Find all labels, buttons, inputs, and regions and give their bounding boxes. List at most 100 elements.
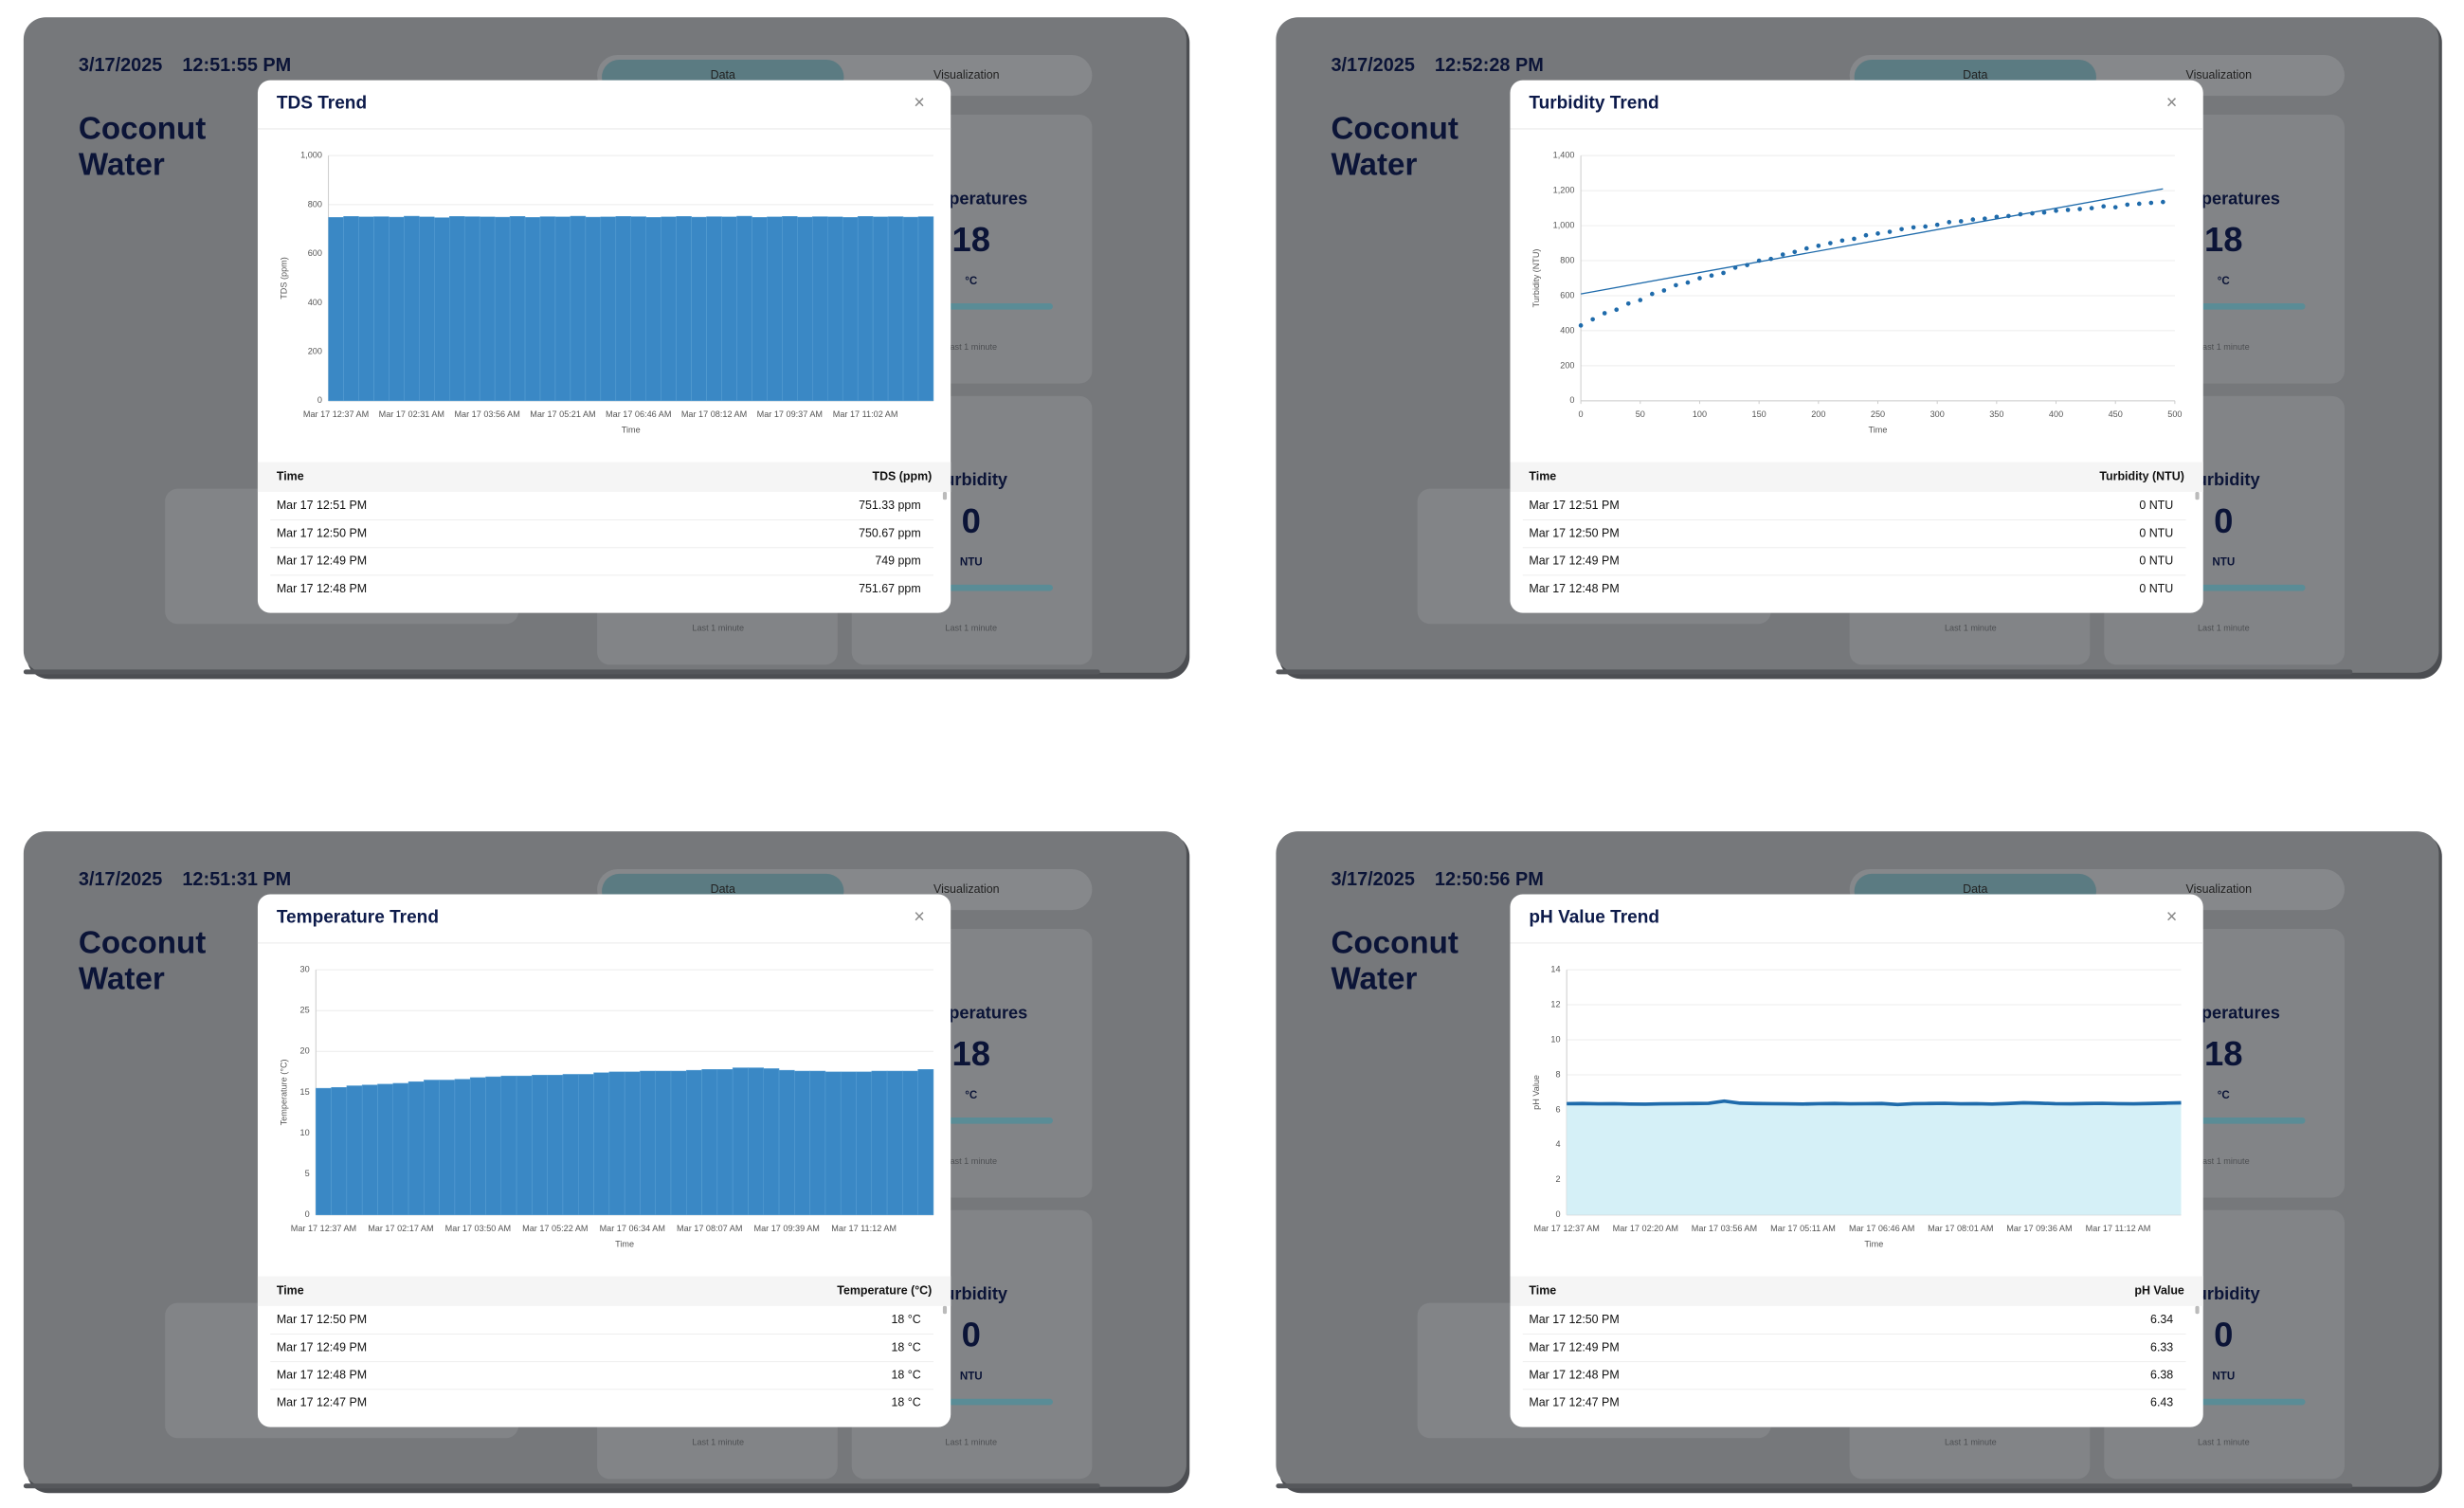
x-tick-label: Mar 17 05:11 AM	[1770, 1224, 1836, 1233]
data-point	[1578, 323, 1584, 328]
tab-visualization[interactable]: Visualization	[933, 882, 1000, 896]
column-header: Turbidity (NTU)	[2099, 470, 2183, 483]
cell-value: 18 °C	[891, 1340, 920, 1354]
x-tick-label: Mar 17 09:37 AM	[757, 409, 823, 419]
card-unit: °C	[2218, 275, 2231, 287]
product-name: Coconut	[1331, 925, 1458, 960]
x-tick-label: Mar 17 02:20 AM	[1613, 1224, 1678, 1233]
time: 12:51:55 PM	[182, 55, 291, 76]
bar	[570, 215, 587, 402]
tab-data[interactable]: Data	[1963, 882, 1987, 896]
data-point	[1839, 238, 1845, 244]
x-tick-label: Mar 17 09:36 AM	[2006, 1224, 2072, 1233]
bar	[736, 215, 752, 402]
data-point	[2161, 199, 2165, 205]
y-tick-label: 12	[1550, 999, 1560, 1008]
bar	[532, 1075, 548, 1216]
card-footer: Last 1 minute	[945, 1156, 997, 1166]
tab-visualization[interactable]: Visualization	[2186, 882, 2253, 896]
close-button[interactable]: ×	[914, 907, 925, 928]
bar	[676, 216, 692, 402]
cell-value: 6.43	[2150, 1396, 2173, 1409]
tab-visualization[interactable]: Visualization	[2186, 68, 2253, 82]
time: 12:51:31 PM	[182, 869, 291, 890]
x-tick-label: Mar 17 08:01 AM	[1928, 1224, 1993, 1233]
x-tick-label: 50	[1636, 409, 1645, 419]
x-tick-label: Mar 17 02:31 AM	[379, 409, 444, 419]
bar	[917, 216, 934, 402]
bar	[630, 216, 646, 402]
cell-value: 751.33 ppm	[859, 499, 921, 512]
bar	[331, 1086, 348, 1216]
data-point	[1970, 217, 1976, 222]
tab-data[interactable]: Data	[711, 68, 735, 82]
card-value: 18	[951, 220, 990, 259]
table-scrollbar	[942, 492, 948, 500]
card-value: 0	[2214, 1316, 2233, 1354]
close-button[interactable]: ×	[2166, 93, 2178, 114]
y-tick-label: 10	[1550, 1034, 1560, 1044]
close-button[interactable]: ×	[2166, 907, 2178, 928]
tab-data[interactable]: Data	[1963, 68, 1987, 82]
date: 3/17/2025	[79, 55, 162, 76]
y-tick-label: 600	[308, 248, 322, 258]
y-tick-label: 6	[1555, 1104, 1560, 1114]
y-tick-label: 4	[1555, 1139, 1560, 1149]
data-point	[1899, 227, 1904, 232]
bar	[661, 216, 677, 402]
data-point	[1625, 300, 1631, 306]
table-scrollbar	[2195, 1305, 2200, 1315]
card-value: 18	[2204, 220, 2243, 259]
cell-time: Mar 17 12:49 PM	[1529, 554, 1619, 568]
bar	[701, 1069, 718, 1216]
modal: TDS Trend × 0 200 400 600 800 1,000 TDS (ppm) Tim…	[257, 80, 951, 613]
cell-time: Mar 17 12:48 PM	[1529, 582, 1619, 595]
column-header: Time	[277, 1283, 304, 1297]
card-footer: Last 1 minute	[1945, 1438, 1997, 1447]
time: 12:50:56 PM	[1435, 869, 1544, 890]
data-point	[1614, 307, 1620, 313]
table-header	[1510, 462, 2203, 493]
x-axis-title: Time	[622, 426, 641, 435]
bar	[721, 216, 737, 402]
data-point	[2136, 201, 2142, 207]
bar	[812, 216, 828, 402]
y-tick-label: 0	[1555, 1209, 1560, 1219]
column-header: Time	[1529, 470, 1556, 483]
x-tick-label: 350	[1989, 409, 2003, 419]
bar	[500, 1075, 517, 1216]
bar	[343, 216, 359, 402]
bar	[585, 216, 602, 402]
column-header: Time	[277, 470, 304, 483]
data-point	[1792, 249, 1798, 255]
cell-value: 0 NTU	[2139, 526, 2173, 539]
bar	[463, 216, 480, 402]
y-axis-title: Turbidity (NTU)	[1531, 249, 1541, 308]
y-tick-label: 1,400	[1553, 151, 1575, 160]
y-tick-label: 0	[1569, 395, 1574, 405]
bar	[358, 216, 374, 402]
cell-time: Mar 17 12:47 PM	[1529, 1396, 1619, 1409]
x-tick-label: Mar 17 08:07 AM	[677, 1224, 742, 1233]
card-value: 0	[2214, 501, 2233, 540]
date: 3/17/2025	[79, 869, 162, 890]
x-axis-title: Time	[1864, 1240, 1883, 1249]
bar	[886, 1070, 903, 1216]
cell-value: 0 NTU	[2139, 554, 2173, 568]
bar	[509, 216, 526, 402]
close-button[interactable]: ×	[914, 93, 925, 114]
data-point	[1709, 273, 1714, 279]
data-point	[1816, 243, 1821, 248]
tab-visualization[interactable]: Visualization	[933, 68, 1000, 82]
y-tick-label: 800	[308, 199, 322, 209]
data-point	[2125, 202, 2130, 208]
modal: pH Value Trend × 0 2 4 6 8 10 12 14 pH Value Time Ma…	[1510, 894, 2203, 1427]
tab-data[interactable]: Data	[711, 882, 735, 896]
x-tick-label: 0	[1579, 409, 1584, 419]
bar	[547, 1075, 564, 1216]
bar	[578, 1074, 594, 1216]
bar	[763, 1068, 780, 1216]
x-tick-label: Mar 17 06:46 AM	[606, 409, 671, 419]
